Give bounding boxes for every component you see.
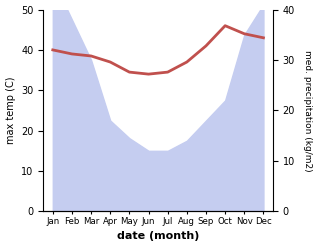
Y-axis label: med. precipitation (kg/m2): med. precipitation (kg/m2) <box>303 50 313 171</box>
X-axis label: date (month): date (month) <box>117 231 199 242</box>
Y-axis label: max temp (C): max temp (C) <box>5 77 16 144</box>
